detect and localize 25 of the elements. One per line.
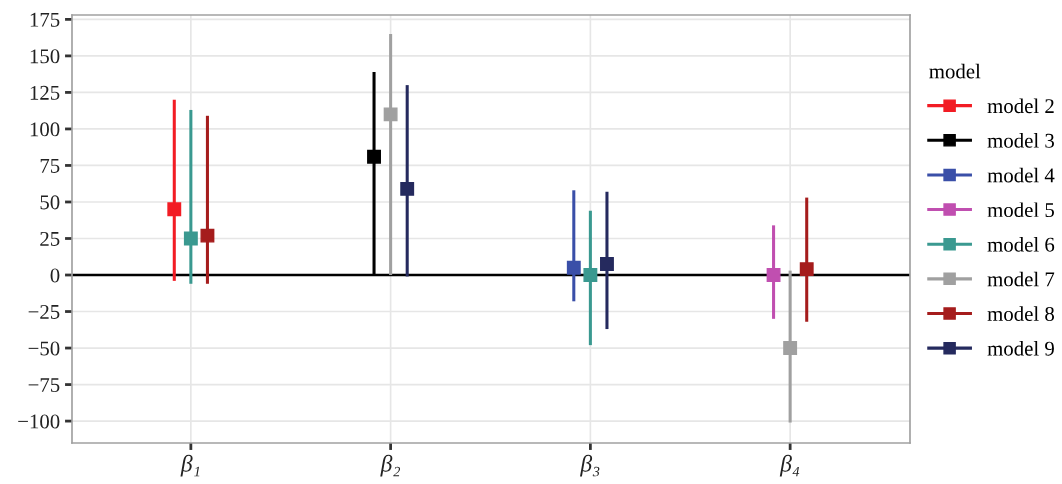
y-tick-label: 50 (40, 195, 60, 210)
legend-label: model 8 (987, 306, 1055, 321)
x-tick-label: β₁ (180, 454, 200, 477)
y-tick-label: −100 (18, 414, 60, 429)
x-tick-label: β₃ (580, 454, 600, 477)
legend-label: model 2 (987, 98, 1054, 114)
legend-label: model 4 (987, 167, 1055, 183)
legend-title: model (929, 63, 981, 79)
y-tick-label: −25 (28, 304, 60, 319)
y-tick-label: 175 (30, 12, 60, 27)
y-tick-label: −75 (28, 378, 60, 392)
x-tick-label: β₄ (779, 454, 800, 477)
y-tick-label: 150 (30, 49, 60, 64)
y-tick-label: 0 (50, 268, 60, 283)
legend-label: model 7 (987, 271, 1055, 287)
legend-label: model 5 (987, 202, 1054, 218)
legend-label: model 3 (987, 133, 1054, 148)
y-tick-label: −50 (28, 341, 60, 356)
legend-label: model 6 (987, 237, 1055, 252)
y-tick-label: 75 (40, 159, 60, 173)
y-tick-label: 25 (40, 231, 60, 246)
legend-label: model 9 (987, 340, 1054, 356)
y-tick-label: 125 (30, 85, 60, 100)
y-tick-label: 100 (30, 122, 60, 137)
x-tick-label: β₂ (380, 454, 401, 477)
